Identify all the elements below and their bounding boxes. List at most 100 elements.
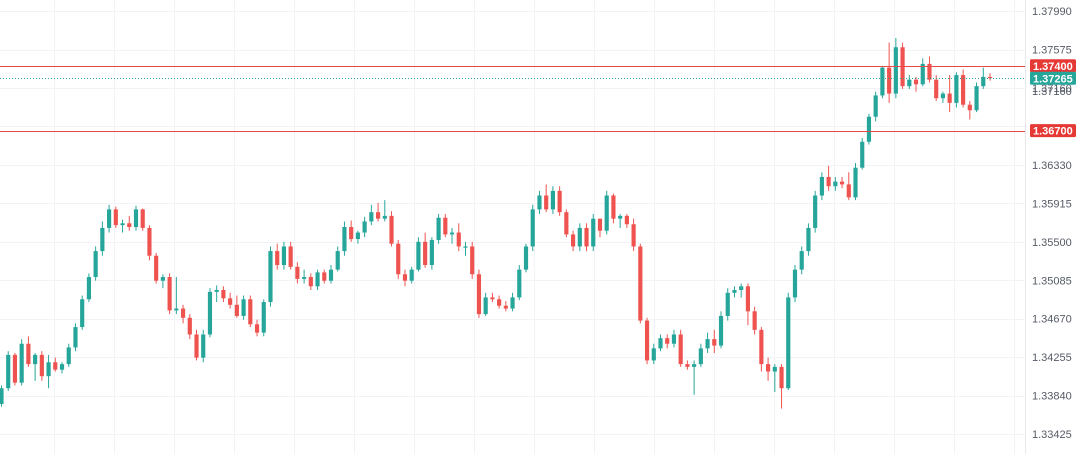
candle xyxy=(214,285,219,303)
candle xyxy=(550,186,555,215)
candle-body xyxy=(497,299,502,306)
candle-body xyxy=(981,76,986,87)
candle xyxy=(416,237,421,272)
candle-body xyxy=(221,290,226,299)
candle-body xyxy=(678,334,683,365)
candle xyxy=(705,332,710,354)
candle xyxy=(570,230,576,252)
candle-body xyxy=(423,241,428,265)
candle-body xyxy=(597,218,603,231)
y-tick-label: 1.35500 xyxy=(1032,237,1072,249)
candle xyxy=(557,186,562,216)
candle-body xyxy=(759,329,764,365)
candle xyxy=(335,246,340,272)
candle-body xyxy=(248,299,253,325)
candle-body xyxy=(261,302,266,333)
candle xyxy=(382,200,387,222)
candle xyxy=(866,113,872,145)
candle xyxy=(389,211,394,247)
candle-body xyxy=(335,251,340,270)
candle-body xyxy=(537,195,542,210)
candle xyxy=(19,339,24,386)
candle xyxy=(248,295,253,328)
y-tick-label: 1.35915 xyxy=(1032,198,1072,210)
candle-body xyxy=(651,348,656,361)
candle-body xyxy=(349,227,354,240)
candle-body xyxy=(389,215,394,244)
candle-body xyxy=(456,232,461,247)
grid-layer xyxy=(0,0,1026,454)
candle-body xyxy=(940,93,946,99)
candle-body xyxy=(470,246,475,275)
candle xyxy=(295,262,300,284)
candle xyxy=(712,329,717,354)
candle-body xyxy=(503,305,508,309)
candle xyxy=(954,72,959,108)
candle-body xyxy=(887,67,892,94)
candle xyxy=(322,269,327,284)
candle-body xyxy=(275,251,280,265)
candle xyxy=(638,243,643,324)
candle xyxy=(476,269,482,318)
candle xyxy=(281,241,287,270)
candle xyxy=(342,221,347,256)
candle xyxy=(33,353,38,381)
candle xyxy=(302,269,307,284)
candle xyxy=(833,176,838,191)
candle-body xyxy=(698,348,703,365)
level-price-label-bg xyxy=(1030,59,1076,73)
candle-body xyxy=(295,266,300,279)
current-price-text: 1.37265 xyxy=(1033,73,1073,85)
candle-body xyxy=(234,304,239,316)
candle xyxy=(961,69,966,108)
candle xyxy=(987,73,993,81)
current-price-label: 1.37265 xyxy=(1030,71,1076,85)
candle xyxy=(133,205,139,231)
candle-body xyxy=(611,195,616,219)
candle-body xyxy=(281,246,287,265)
candle xyxy=(0,385,4,407)
candle-body xyxy=(214,290,219,292)
candle xyxy=(234,295,239,318)
candle-body xyxy=(46,362,51,377)
level-price-label: 1.36700 xyxy=(1030,124,1076,138)
candle xyxy=(759,327,764,372)
candle-body xyxy=(631,224,636,247)
candle xyxy=(93,246,98,281)
candle-body xyxy=(167,277,172,311)
candle xyxy=(537,190,542,215)
candle-body xyxy=(732,290,737,293)
candle xyxy=(59,362,65,374)
candle-body xyxy=(624,215,629,225)
candle xyxy=(530,204,535,252)
candle xyxy=(497,295,502,309)
candle-body xyxy=(712,339,717,346)
candle xyxy=(308,273,313,291)
candle xyxy=(940,91,946,103)
candle-body xyxy=(907,79,912,87)
candle xyxy=(443,214,448,238)
candle-body xyxy=(33,354,38,365)
candle xyxy=(611,193,616,224)
candle xyxy=(288,241,293,270)
candle-body xyxy=(913,79,919,85)
candle xyxy=(893,37,898,99)
candle-body xyxy=(819,176,824,196)
candle-body xyxy=(799,251,804,270)
candle-body xyxy=(53,362,58,370)
candle-body xyxy=(26,343,31,365)
candle xyxy=(819,172,824,201)
candle xyxy=(362,216,367,238)
candle xyxy=(349,220,354,242)
candle-body xyxy=(113,209,118,226)
candle-body xyxy=(671,334,677,344)
candle-body xyxy=(19,343,24,383)
candle-body xyxy=(564,212,569,235)
candle-body xyxy=(987,76,993,79)
candle-body xyxy=(705,339,710,349)
candle-body xyxy=(160,277,165,281)
candle xyxy=(873,91,878,122)
candle-body xyxy=(288,246,293,267)
